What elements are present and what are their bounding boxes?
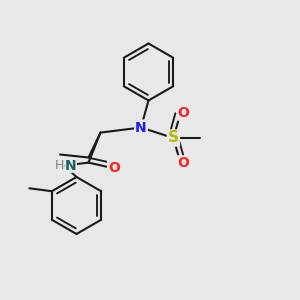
Text: O: O — [108, 161, 120, 175]
Text: N: N — [135, 121, 147, 134]
Text: N: N — [65, 159, 77, 172]
Text: S: S — [168, 130, 179, 146]
Text: O: O — [178, 156, 190, 170]
Text: H: H — [55, 159, 64, 172]
Text: O: O — [178, 106, 190, 120]
